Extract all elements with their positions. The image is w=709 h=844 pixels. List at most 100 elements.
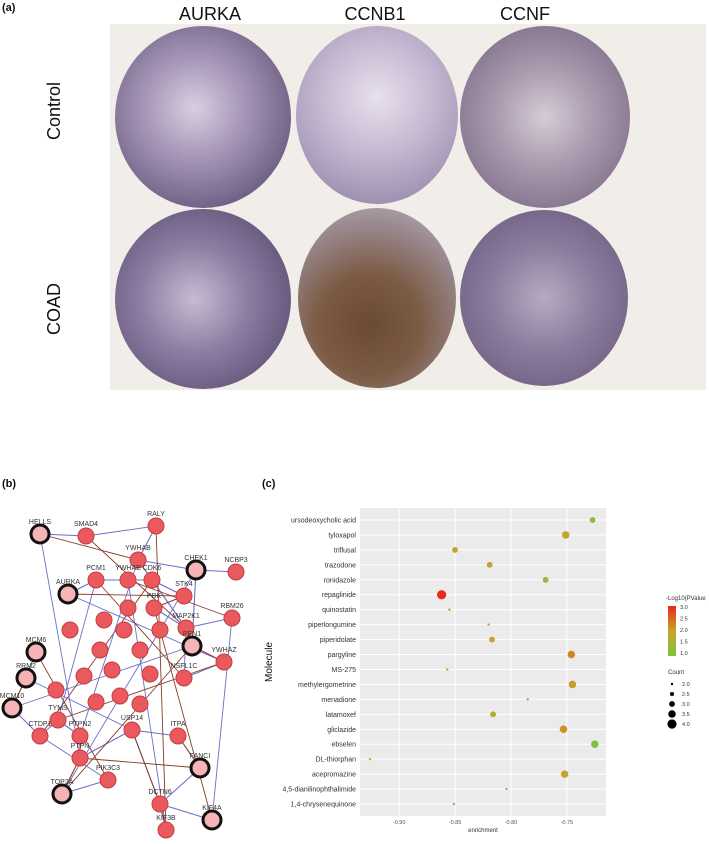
data-point: [486, 561, 493, 568]
tissue-core-coad-aurka: [115, 209, 291, 389]
network-node-label: YWHAZ: [211, 647, 237, 654]
color-legend-bar: [668, 606, 676, 656]
network-node: [141, 665, 159, 683]
data-point: [452, 802, 456, 806]
data-point: [505, 787, 508, 791]
size-legend-dot: [668, 710, 676, 718]
network-node: USP14: [121, 715, 143, 739]
network-node: KIF3B: [156, 815, 176, 839]
network-node: SMAD4: [74, 521, 98, 545]
size-legend-tick: 2.0: [682, 682, 690, 688]
network-node-label: TOP2A: [51, 779, 74, 786]
network-edge: [39, 533, 81, 759]
network-node: [87, 693, 105, 711]
network-node-label: RRM2: [16, 663, 36, 670]
network-node-label: CTDP1: [29, 721, 52, 728]
network-node: PEN1: [181, 631, 203, 657]
network-node-label: PIK3C3: [96, 765, 120, 772]
data-point: [567, 650, 576, 659]
network-node-label: PCM1: [86, 565, 106, 572]
network-node: ITPA: [169, 721, 187, 745]
network-node-label: TYMS: [48, 705, 68, 712]
size-legend-dot: [669, 701, 675, 707]
tissue-core-control-ccnb1: [296, 26, 458, 204]
network-node: KIF4A: [201, 805, 223, 831]
tissue-core-control-aurka: [115, 26, 291, 208]
column-header-ccnb1: CCNB1: [344, 4, 406, 24]
network-node: [115, 621, 133, 639]
y-axis-title: Molecule: [264, 642, 275, 682]
network-node: HELLS: [29, 519, 51, 545]
network-node-label: NSFL1C: [171, 663, 198, 670]
network-node-label: DCTN6: [148, 789, 171, 796]
data-point: [490, 711, 496, 718]
network-node-label: MAP2K1: [172, 613, 200, 620]
network-node: [75, 667, 93, 685]
network-node: AURKA: [56, 579, 80, 605]
y-tick-label: gliclazide: [327, 727, 356, 734]
x-tick-label: -0.90: [393, 820, 406, 826]
network-node-label: STK4: [175, 581, 193, 588]
tissue-core-coad-ccnb1: [298, 208, 456, 388]
network-node: MAP2K1: [172, 613, 200, 637]
network-node-label: PTPN: [71, 743, 90, 750]
network-node: TOP2A: [51, 779, 74, 805]
network-node-label: ITPA: [170, 721, 185, 728]
y-tick-label: acepromazine: [312, 772, 356, 779]
network-edge: [85, 525, 157, 537]
network-edge: [153, 607, 213, 821]
y-tick-label: trazodone: [325, 562, 356, 569]
color-legend-title: -Log10(PValue): [666, 596, 706, 602]
data-point: [542, 576, 549, 583]
network-node-label: KIF3B: [156, 815, 176, 822]
column-header-aurka: AURKA: [178, 4, 241, 24]
network-edge: [39, 533, 139, 561]
y-tick-label: ebselen: [331, 742, 356, 749]
color-legend-tick: 3.0: [680, 605, 688, 611]
y-tick-label: repaglinide: [322, 592, 356, 599]
network-node: PTPN2: [69, 721, 91, 745]
size-legend-title: Count: [668, 670, 684, 676]
network-node-label: MCM10: [0, 693, 24, 700]
network-edge: [11, 645, 193, 709]
size-legend-tick: 3.0: [682, 702, 690, 708]
network-node: CHEK1: [184, 555, 208, 581]
tissue-microarray-images: [110, 24, 706, 390]
data-point: [561, 531, 570, 539]
network-node-label: MCM6: [26, 637, 47, 644]
color-legend-tick: 2.5: [680, 617, 688, 623]
network-node-label: YWHAB: [125, 545, 151, 552]
network-node: [47, 681, 65, 699]
network-edge: [35, 651, 109, 781]
size-legend-tick: 2.5: [682, 692, 690, 698]
size-legend-dot: [669, 691, 675, 697]
size-legend-tick: 4.0: [682, 722, 690, 728]
network-edge: [131, 729, 161, 805]
size-legend-tick: 3.5: [682, 712, 690, 718]
network-node: [103, 661, 121, 679]
network-edge: [95, 579, 185, 679]
network-node: DCTN6: [148, 789, 172, 813]
y-tick-label: piperidolate: [320, 637, 356, 644]
color-legend-tick: 1.5: [680, 640, 688, 646]
network-edge: [57, 661, 225, 721]
network-node: [111, 687, 129, 705]
size-legend-dot: [670, 682, 674, 686]
tissue-core-coad-ccnf: [460, 210, 628, 386]
row-header-control: Control: [44, 81, 64, 140]
data-point: [446, 668, 449, 671]
network-node: [119, 599, 137, 617]
network-node: STK4: [175, 581, 193, 605]
data-point: [489, 636, 495, 643]
network-node-label: AURKA: [56, 579, 80, 586]
network-node: RALY: [147, 511, 165, 535]
data-point: [589, 517, 596, 523]
row-header-coad: COAD: [44, 282, 64, 335]
network-node-label: FANCI: [190, 753, 211, 760]
network-edge: [79, 757, 201, 769]
network-node: PTPN: [71, 743, 90, 767]
y-tick-label: MS-275: [331, 667, 356, 674]
x-tick-label: -0.85: [449, 820, 462, 826]
y-tick-label: methylergometrine: [298, 682, 356, 689]
data-point: [559, 725, 568, 734]
